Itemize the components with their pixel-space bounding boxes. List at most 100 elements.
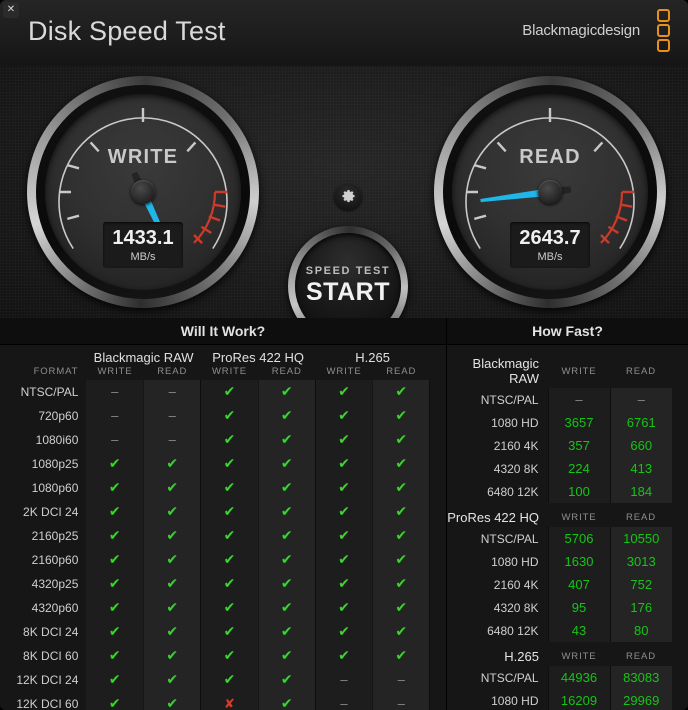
how-fast-table: Blackmagic RAW WRITE READ NTSC/PAL – –1080 HD… — [447, 349, 688, 710]
subheader-h265-read: READ — [386, 366, 417, 377]
support-cell: ✔ — [258, 692, 316, 710]
row-pad — [430, 476, 446, 500]
read-gauge-hub — [538, 180, 562, 204]
speed-value-read: 29969 — [609, 689, 672, 710]
table-row: 2160 4K 357 660 — [447, 434, 688, 457]
support-cell: ✔ — [200, 620, 259, 644]
group-header-row: Blackmagic RAW WRITE READ — [447, 349, 688, 388]
support-cell: ✔ — [143, 452, 202, 476]
row-pad — [672, 550, 688, 573]
group-header-spacer — [0, 347, 86, 366]
support-cell: ✔ — [258, 428, 316, 452]
row-pad — [672, 573, 688, 596]
table-row: 1080p25 ✔ ✔ ✔ ✔ ✔ ✔ — [0, 452, 446, 476]
check-icon: ✔ — [223, 479, 236, 495]
support-cell: ✔ — [315, 572, 374, 596]
support-cell: ✔ — [372, 644, 431, 668]
start-button-label: START — [306, 278, 390, 306]
row-pad — [430, 668, 446, 692]
row-pad — [672, 666, 688, 689]
dash-icon: – — [340, 672, 348, 687]
support-cell: ✔ — [86, 476, 145, 500]
cross-icon: ✘ — [224, 696, 235, 710]
check-icon: ✔ — [395, 383, 408, 399]
format-label: 8K DCI 60 — [0, 644, 87, 668]
table-row: 2160 4K 407 752 — [447, 573, 688, 596]
table-row: 4320p60 ✔ ✔ ✔ ✔ ✔ ✔ — [0, 596, 446, 620]
write-gauge-label: WRITE — [107, 146, 179, 168]
check-icon: ✔ — [280, 695, 293, 710]
support-cell: – — [143, 404, 202, 428]
check-icon: ✔ — [166, 599, 179, 615]
resolution-label: 4320 8K — [493, 600, 539, 615]
group-pad — [672, 503, 688, 527]
support-cell: ✔ — [258, 668, 316, 692]
support-cell: – — [86, 380, 145, 404]
speed-value-write: 1630 — [547, 550, 610, 573]
dash-icon: – — [168, 408, 176, 423]
check-icon: ✔ — [280, 503, 293, 519]
blackmagic-logo-icon — [657, 9, 670, 52]
support-cell: ✔ — [372, 572, 431, 596]
check-icon: ✔ — [395, 575, 408, 591]
speed-value-write: 95 — [547, 596, 610, 619]
will-it-work-table: Blackmagic RAW ProRes 422 HQ H.265 FORMA… — [0, 347, 446, 710]
subheader-pad — [430, 366, 446, 380]
support-cell: ✔ — [200, 380, 259, 404]
support-cell: ✔ — [315, 428, 374, 452]
row-pad — [672, 527, 688, 550]
support-cell: ✔ — [86, 524, 145, 548]
support-cell: ✔ — [86, 548, 145, 572]
row-pad — [430, 524, 446, 548]
row-pad — [430, 644, 446, 668]
check-icon: ✔ — [338, 383, 350, 399]
subheader-write: WRITE — [561, 512, 597, 523]
group-header-prores: ProRes 422 HQ — [212, 350, 305, 365]
table-row: 720p60 – – ✔ ✔ ✔ ✔ — [0, 404, 446, 428]
check-icon: ✔ — [280, 431, 293, 447]
check-icon: ✔ — [166, 671, 179, 687]
table-row: 2160p25 ✔ ✔ ✔ ✔ ✔ ✔ — [0, 524, 446, 548]
check-icon: ✔ — [280, 575, 293, 591]
check-icon: ✔ — [395, 527, 408, 543]
subheader-write: WRITE — [561, 365, 597, 377]
speed-value-write: 44936 — [547, 666, 610, 689]
check-icon: ✔ — [395, 503, 408, 519]
check-icon: ✔ — [166, 551, 179, 567]
support-cell: ✔ — [372, 476, 431, 500]
row-pad — [430, 428, 446, 452]
subheader-read: READ — [626, 512, 656, 523]
support-cell: – — [143, 380, 202, 404]
speed-value-write: 357 — [547, 434, 610, 457]
close-icon[interactable]: ✕ — [3, 2, 19, 18]
row-pad — [672, 434, 688, 457]
support-cell: ✔ — [200, 596, 259, 620]
read-unit: MB/s — [537, 251, 563, 263]
check-icon: ✔ — [108, 503, 121, 519]
format-label: 12K DCI 24 — [0, 668, 87, 692]
gear-icon[interactable] — [334, 182, 362, 210]
table-row: 4320 8K 95 176 — [447, 596, 688, 619]
format-label: 2K DCI 24 — [0, 500, 87, 524]
dash-icon: – — [340, 696, 348, 710]
will-it-work-body: NTSC/PAL – – ✔ ✔ ✔ ✔ 720p60– – ✔ ✔ ✔ ✔ 1080i60– – ✔ ✔ ✔ ✔ 1… — [0, 380, 446, 710]
check-icon: ✔ — [338, 551, 350, 567]
support-cell: ✔ — [143, 500, 202, 524]
check-icon: ✔ — [108, 527, 121, 543]
support-cell: – — [315, 668, 374, 692]
check-icon: ✔ — [108, 647, 121, 663]
support-cell: ✔ — [86, 620, 145, 644]
results-panels: Will It Work? Blackmagic RAW ProRes 422 … — [0, 318, 688, 710]
speed-value-read: 184 — [609, 480, 672, 503]
resolution-label: 2160 4K — [493, 577, 539, 592]
check-icon: ✔ — [166, 647, 179, 663]
group-header-pad — [430, 347, 446, 366]
check-icon: ✔ — [280, 407, 293, 423]
subheader-prores-write: WRITE — [211, 366, 248, 377]
group-header-row: ProRes 422 HQ WRITE READ — [447, 503, 688, 527]
row-pad — [430, 380, 446, 404]
check-icon: ✔ — [338, 599, 350, 615]
support-cell: ✔ — [143, 524, 202, 548]
table-row: 4320p25 ✔ ✔ ✔ ✔ ✔ ✔ — [0, 572, 446, 596]
support-cell: – — [372, 668, 431, 692]
